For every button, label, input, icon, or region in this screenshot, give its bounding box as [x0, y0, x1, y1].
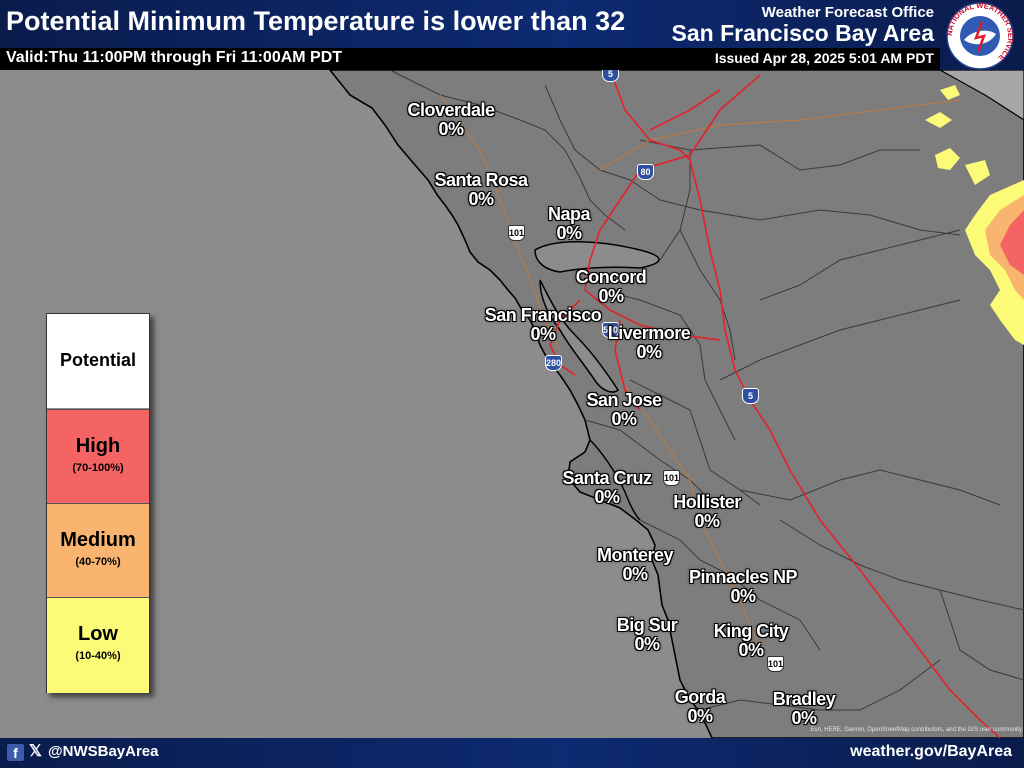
x-twitter-icon[interactable]: 𝕏: [29, 743, 42, 760]
map-title: Potential Minimum Temperature is lower t…: [6, 6, 626, 36]
city-label-king-city: King City 0%: [713, 621, 789, 660]
city-label-monterey: Monterey 0%: [596, 545, 674, 584]
city-label-santa-cruz: Santa Cruz 0%: [562, 468, 652, 507]
city-label-concord: Concord 0%: [575, 267, 647, 306]
city-label-cloverdale: Cloverdale 0%: [407, 100, 495, 139]
legend: Potential High (70-100%) Medium (40-70%)…: [46, 313, 150, 693]
office-area: San Francisco Bay Area: [671, 20, 935, 46]
us-101-shield: 101: [767, 656, 784, 672]
us-101-shield: 101: [508, 225, 525, 241]
city-label-san-jose: San Jose 0%: [586, 390, 662, 429]
social-handle[interactable]: @NWSBayArea: [48, 743, 159, 760]
city-label-bradley: Bradley 0%: [772, 689, 836, 728]
legend-medium: Medium (40-70%): [47, 503, 149, 597]
city-label-hollister: Hollister 0%: [673, 492, 741, 531]
sierra-region: [937, 69, 1024, 121]
office-name: Weather Forecast Office: [761, 4, 934, 21]
freeze-potential-areas: [925, 85, 1024, 345]
san-pablo-bay: [534, 241, 660, 273]
city-label-santa-rosa: Santa Rosa 0%: [434, 170, 528, 209]
city-label-pinnacles-np: Pinnacles NP 0%: [688, 567, 798, 606]
us-101-shield: 101: [663, 470, 680, 486]
valid-time: Valid:Thu 11:00PM through Fri 11:00AM PD…: [6, 49, 343, 66]
facebook-icon[interactable]: f: [7, 744, 24, 761]
issued-time: Issued Apr 28, 2025 5:01 AM PDT: [714, 50, 934, 66]
interstate-80-shield: 80: [637, 164, 654, 180]
city-label-big-sur: Big Sur 0%: [616, 615, 678, 654]
legend-potential: Potential: [47, 314, 149, 408]
nws-logo-icon: NATIONAL WEATHER SERVICE: [945, 1, 1015, 70]
legend-low: Low (10-40%): [47, 597, 149, 693]
monterey-bay-shore: [589, 439, 641, 521]
city-label-napa: Napa 0%: [547, 204, 591, 243]
website-link[interactable]: weather.gov/BayArea: [850, 743, 1012, 760]
city-label-livermore: Livermore 0%: [607, 323, 691, 362]
interstate-580-shield: 580: [602, 322, 619, 338]
footer-bar: [0, 738, 1024, 768]
interstate-280-shield: 280: [545, 355, 562, 371]
map-attribution: Esri, HERE, Garmin, OpenStreetMap contri…: [810, 727, 1022, 733]
interstate-5-shield: 5: [742, 388, 759, 404]
sf-bay: [539, 279, 619, 393]
legend-high: High (70-100%): [47, 409, 149, 503]
interstate-5-shield: 5: [602, 66, 619, 82]
city-label-gorda: Gorda 0%: [674, 687, 726, 726]
valid-time-bar: [0, 48, 940, 70]
city-label-san-francisco: San Francisco 0%: [484, 305, 602, 344]
